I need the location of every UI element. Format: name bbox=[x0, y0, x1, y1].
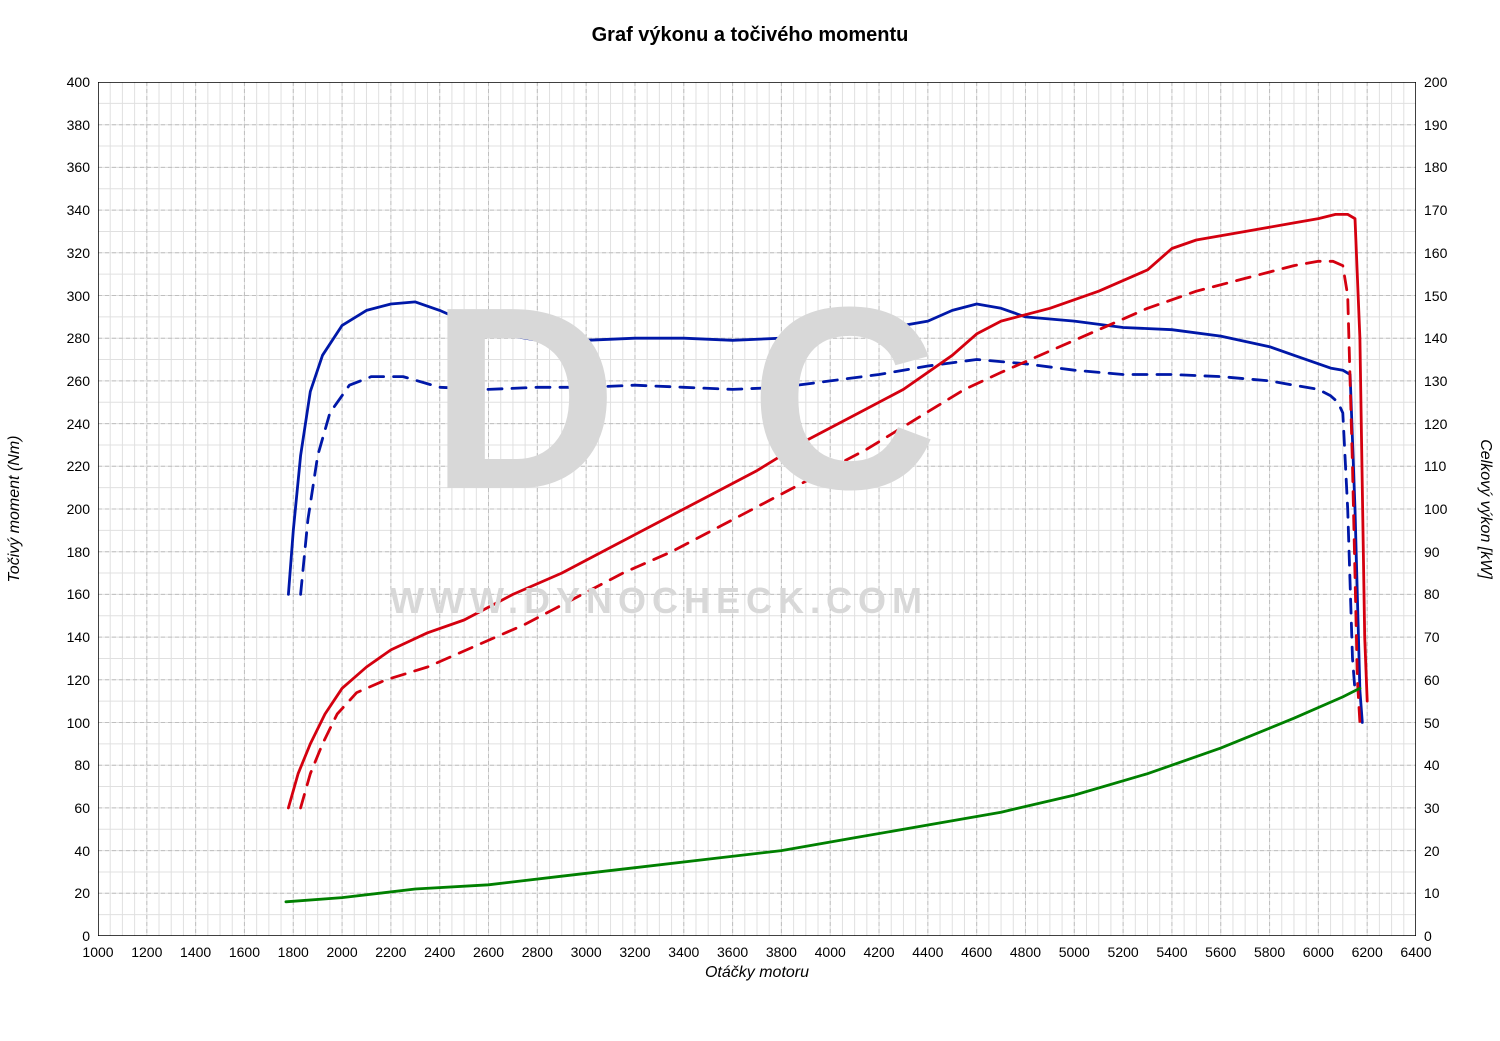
y-left-tick-label: 200 bbox=[67, 501, 90, 517]
y-right-tick-label: 170 bbox=[1424, 202, 1447, 218]
y-left-tick-label: 400 bbox=[67, 74, 90, 90]
x-axis-label: Otáčky motoru bbox=[98, 964, 1416, 982]
x-tick-label: 4200 bbox=[863, 944, 894, 960]
y-right-tick-label: 10 bbox=[1424, 885, 1440, 901]
x-tick-label: 1600 bbox=[229, 944, 260, 960]
y-left-tick-label: 40 bbox=[74, 843, 90, 859]
x-tick-label: 2600 bbox=[473, 944, 504, 960]
y-axis-left-label: Točivý moment (Nm) bbox=[6, 82, 26, 936]
y-right-tick-label: 130 bbox=[1424, 373, 1447, 389]
x-tick-label: 2000 bbox=[326, 944, 357, 960]
y-right-tick-label: 0 bbox=[1424, 928, 1432, 944]
x-tick-label: 1200 bbox=[131, 944, 162, 960]
y-right-tick-label: 190 bbox=[1424, 117, 1447, 133]
y-left-tick-label: 380 bbox=[67, 117, 90, 133]
y-right-tick-label: 90 bbox=[1424, 544, 1440, 560]
x-tick-label: 1000 bbox=[82, 944, 113, 960]
y-right-tick-label: 100 bbox=[1424, 501, 1447, 517]
x-tick-label: 6400 bbox=[1400, 944, 1431, 960]
y-right-tick-label: 120 bbox=[1424, 416, 1447, 432]
watermark-url: WWW.DYNOCHECK.COM bbox=[390, 580, 928, 622]
y-right-tick-label: 140 bbox=[1424, 330, 1447, 346]
y-right-tick-label: 80 bbox=[1424, 586, 1440, 602]
x-tick-label: 2200 bbox=[375, 944, 406, 960]
x-tick-label: 4000 bbox=[815, 944, 846, 960]
y-right-tick-label: 20 bbox=[1424, 843, 1440, 859]
x-tick-label: 3000 bbox=[571, 944, 602, 960]
x-tick-label: 3600 bbox=[717, 944, 748, 960]
x-tick-label: 1800 bbox=[278, 944, 309, 960]
y-left-tick-label: 320 bbox=[67, 245, 90, 261]
x-tick-label: 5400 bbox=[1156, 944, 1187, 960]
y-left-tick-label: 220 bbox=[67, 458, 90, 474]
x-tick-label: 2400 bbox=[424, 944, 455, 960]
x-tick-label: 5200 bbox=[1108, 944, 1139, 960]
y-left-tick-label: 240 bbox=[67, 416, 90, 432]
x-tick-label: 3400 bbox=[668, 944, 699, 960]
x-tick-label: 5800 bbox=[1254, 944, 1285, 960]
x-tick-label: 6200 bbox=[1352, 944, 1383, 960]
y-left-tick-label: 0 bbox=[82, 928, 90, 944]
y-left-tick-label: 160 bbox=[67, 586, 90, 602]
x-tick-label: 5000 bbox=[1059, 944, 1090, 960]
y-right-tick-label: 110 bbox=[1424, 458, 1446, 474]
x-tick-label: 2800 bbox=[522, 944, 553, 960]
chart-title: Graf výkonu a točivého momentu bbox=[0, 24, 1500, 47]
x-tick-label: 5600 bbox=[1205, 944, 1236, 960]
y-left-tick-label: 140 bbox=[67, 629, 90, 645]
y-right-tick-label: 150 bbox=[1424, 288, 1447, 304]
y-left-tick-label: 100 bbox=[67, 715, 90, 731]
y-left-tick-label: 360 bbox=[67, 159, 90, 175]
y-right-tick-label: 160 bbox=[1424, 245, 1447, 261]
x-tick-label: 4400 bbox=[912, 944, 943, 960]
watermark-logo: D C bbox=[430, 250, 968, 549]
y-left-tick-label: 260 bbox=[67, 373, 90, 389]
y-right-tick-label: 200 bbox=[1424, 74, 1447, 90]
chart-container: Graf výkonu a točivého momentu Otáčky mo… bbox=[0, 0, 1500, 1041]
x-tick-label: 6000 bbox=[1303, 944, 1334, 960]
y-left-tick-label: 180 bbox=[67, 544, 90, 560]
y-right-tick-label: 50 bbox=[1424, 715, 1440, 731]
y-right-tick-label: 40 bbox=[1424, 757, 1440, 773]
y-left-tick-label: 80 bbox=[74, 757, 90, 773]
x-tick-label: 3800 bbox=[766, 944, 797, 960]
y-left-tick-label: 20 bbox=[74, 885, 90, 901]
y-left-tick-label: 60 bbox=[74, 800, 90, 816]
x-tick-label: 4800 bbox=[1010, 944, 1041, 960]
y-left-tick-label: 120 bbox=[67, 672, 90, 688]
y-right-tick-label: 180 bbox=[1424, 159, 1447, 175]
y-left-tick-label: 340 bbox=[67, 202, 90, 218]
y-left-tick-label: 280 bbox=[67, 330, 90, 346]
y-right-tick-label: 60 bbox=[1424, 672, 1440, 688]
y-left-tick-label: 300 bbox=[67, 288, 90, 304]
y-axis-right-label: Celkový výkon [kW] bbox=[1474, 82, 1494, 936]
y-right-tick-label: 70 bbox=[1424, 629, 1440, 645]
x-tick-label: 3200 bbox=[619, 944, 650, 960]
y-right-tick-label: 30 bbox=[1424, 800, 1440, 816]
x-tick-label: 1400 bbox=[180, 944, 211, 960]
x-tick-label: 4600 bbox=[961, 944, 992, 960]
